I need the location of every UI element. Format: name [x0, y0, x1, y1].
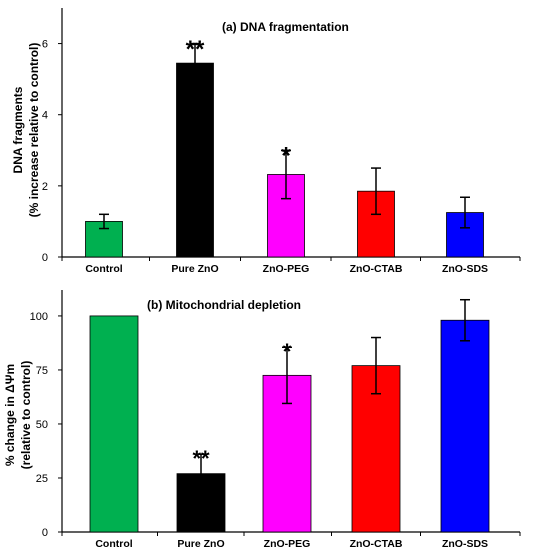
y-tick-label: 6 — [42, 39, 48, 51]
significance-marker: * — [283, 339, 292, 364]
bar — [176, 62, 214, 258]
x-tick-label: ZnO-CTAB — [350, 263, 403, 275]
y-tick-label: 50 — [36, 419, 48, 431]
x-tick-label: Control — [85, 263, 122, 275]
x-tick-label: ZnO-CTAB — [350, 538, 403, 550]
x-tick-label: ZnO-PEG — [263, 263, 310, 275]
chart-panel-a: 0 2 4 6 Control ** Pure ZnO * ZnO-PEG ZnO-CTAB ZnO… — [11, 8, 521, 275]
x-tick-label: ZnO-SDS — [442, 263, 488, 275]
x-tick-label: Pure ZnO — [177, 538, 224, 550]
x-tick-label: Control — [95, 538, 132, 550]
y-tick-label: 75 — [36, 365, 48, 377]
y-axis-label-line: (relative to control) — [19, 361, 33, 470]
chart-title: (a) DNA fragmentation — [222, 20, 349, 34]
y-tick-label: 0 — [42, 252, 48, 264]
x-tick-label: ZnO-SDS — [442, 538, 488, 550]
y-tick-label: 4 — [42, 110, 48, 122]
bar — [440, 319, 490, 533]
x-tick-label: ZnO-PEG — [264, 538, 311, 550]
y-tick-label: 2 — [42, 181, 48, 193]
significance-marker: ** — [192, 446, 210, 471]
y-tick-label: 100 — [30, 311, 48, 323]
bar — [89, 315, 139, 533]
significance-marker: ** — [186, 36, 205, 63]
y-axis-label: DNA fragments (% increase relative to con… — [11, 43, 41, 218]
x-tick-label: Pure ZnO — [171, 263, 218, 275]
y-axis-label-line: DNA fragments — [11, 86, 25, 173]
chart-panel-b: 0 25 50 75 100 Control ** Pure ZnO * ZnO-PEG ZnO-C… — [3, 290, 521, 550]
y-tick-label: 25 — [36, 473, 48, 485]
y-axis-label-line: % change in ΔΨm — [3, 364, 17, 466]
y-axis-label: % change in ΔΨm (relative to control) — [3, 361, 33, 470]
chart-title: (b) Mitochondrial depletion — [147, 298, 301, 312]
y-axis-label-line: (% increase relative to control) — [27, 43, 41, 218]
y-tick-label: 0 — [42, 527, 48, 539]
significance-marker: * — [281, 143, 291, 170]
